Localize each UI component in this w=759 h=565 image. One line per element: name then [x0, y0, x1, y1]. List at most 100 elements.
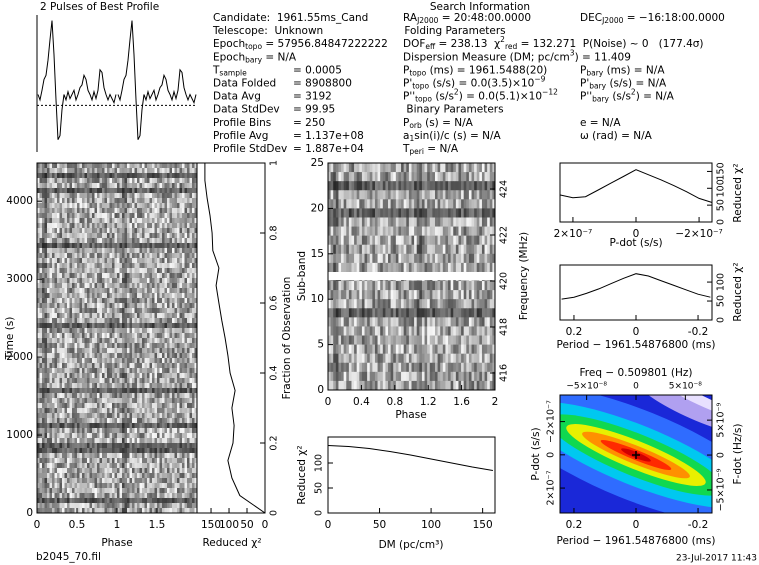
- pixel: [57, 413, 60, 419]
- pixel: [139, 343, 143, 349]
- pixel: [67, 433, 70, 439]
- pixel: [44, 193, 48, 199]
- pixel: [167, 483, 170, 489]
- pixel: [112, 393, 115, 399]
- pixel: [169, 323, 173, 329]
- pixel: [92, 363, 95, 369]
- pixel: [52, 273, 55, 279]
- pixel: [184, 403, 188, 409]
- pixel: [466, 163, 470, 173]
- pixel: [395, 181, 399, 191]
- pixel: [112, 498, 115, 504]
- pixel: [127, 408, 130, 414]
- pixel: [159, 218, 163, 224]
- pixel: [112, 183, 115, 189]
- pixel: [152, 338, 155, 344]
- pixel: [112, 358, 115, 364]
- pixel: [87, 178, 90, 184]
- pixel: [37, 383, 40, 389]
- pixel: [124, 328, 128, 334]
- pixel: [132, 368, 135, 374]
- pixel: [89, 433, 93, 439]
- pixel: [74, 253, 78, 259]
- pixel: [117, 458, 120, 464]
- pixel: [64, 473, 68, 479]
- pixel: [102, 408, 105, 414]
- pixel: [164, 263, 168, 269]
- pixel: [57, 243, 60, 249]
- pixel: [167, 393, 170, 399]
- text-part: (s/s) = 0.0(3.5)×10: [429, 78, 534, 90]
- pixel: [377, 172, 381, 182]
- pixel: [42, 433, 45, 439]
- pixel: [89, 423, 93, 429]
- subscript: topo: [412, 82, 429, 91]
- pixel: [179, 258, 183, 264]
- pixel: [127, 383, 130, 389]
- pixel: [177, 188, 180, 194]
- pixel: [117, 298, 120, 304]
- pixel: [174, 223, 178, 229]
- pixel: [169, 198, 173, 204]
- pixel: [132, 433, 135, 439]
- pixel: [184, 163, 188, 169]
- pixel: [49, 288, 53, 294]
- pixel: [64, 213, 68, 219]
- pixel: [177, 378, 180, 384]
- pixel: [134, 428, 138, 434]
- pixel: [157, 288, 160, 294]
- pixel: [37, 313, 40, 319]
- pixel: [57, 288, 60, 294]
- pixel: [149, 173, 153, 179]
- pixel: [169, 303, 173, 309]
- pixel: [57, 313, 60, 319]
- pixel: [119, 188, 123, 194]
- pixel: [84, 493, 88, 499]
- pixel: [377, 181, 381, 191]
- pixel: [149, 178, 153, 184]
- pixel: [162, 248, 165, 254]
- pixel: [177, 438, 180, 444]
- pixel: [164, 178, 168, 184]
- pixel: [102, 453, 105, 459]
- pixel: [149, 188, 153, 194]
- pixel: [348, 190, 352, 200]
- pixel: [187, 288, 190, 294]
- pixel: [144, 303, 148, 309]
- pixel: [77, 228, 80, 234]
- pixel: [127, 358, 130, 364]
- pixel: [182, 483, 185, 489]
- pixel: [127, 273, 130, 279]
- pixel: [453, 163, 457, 173]
- pixel: [117, 423, 120, 429]
- pixel: [72, 433, 75, 439]
- pixel: [122, 258, 125, 264]
- pixel: [57, 238, 60, 244]
- pixel: [194, 278, 198, 284]
- pixel: [92, 478, 95, 484]
- pixel: [152, 398, 155, 404]
- pixel: [119, 413, 123, 419]
- pixel: [37, 203, 40, 209]
- pixel: [182, 188, 185, 194]
- pixel: [87, 293, 90, 299]
- pixel: [52, 208, 55, 214]
- pixel: [159, 253, 163, 259]
- pixel: [94, 408, 98, 414]
- pixel: [172, 168, 175, 174]
- pixel: [109, 383, 113, 389]
- pixel: [114, 328, 118, 334]
- pixel: [54, 403, 58, 409]
- pixel: [57, 278, 60, 284]
- pixel: [54, 258, 58, 264]
- pixel: [122, 463, 125, 469]
- pixel: [164, 333, 168, 339]
- pixel: [109, 498, 113, 504]
- pixel: [74, 258, 78, 264]
- pixel: [468, 199, 472, 209]
- pixel: [57, 298, 60, 304]
- pixel: [174, 243, 178, 249]
- pixel: [154, 163, 158, 169]
- pixel: [107, 433, 110, 439]
- pixel: [167, 373, 170, 379]
